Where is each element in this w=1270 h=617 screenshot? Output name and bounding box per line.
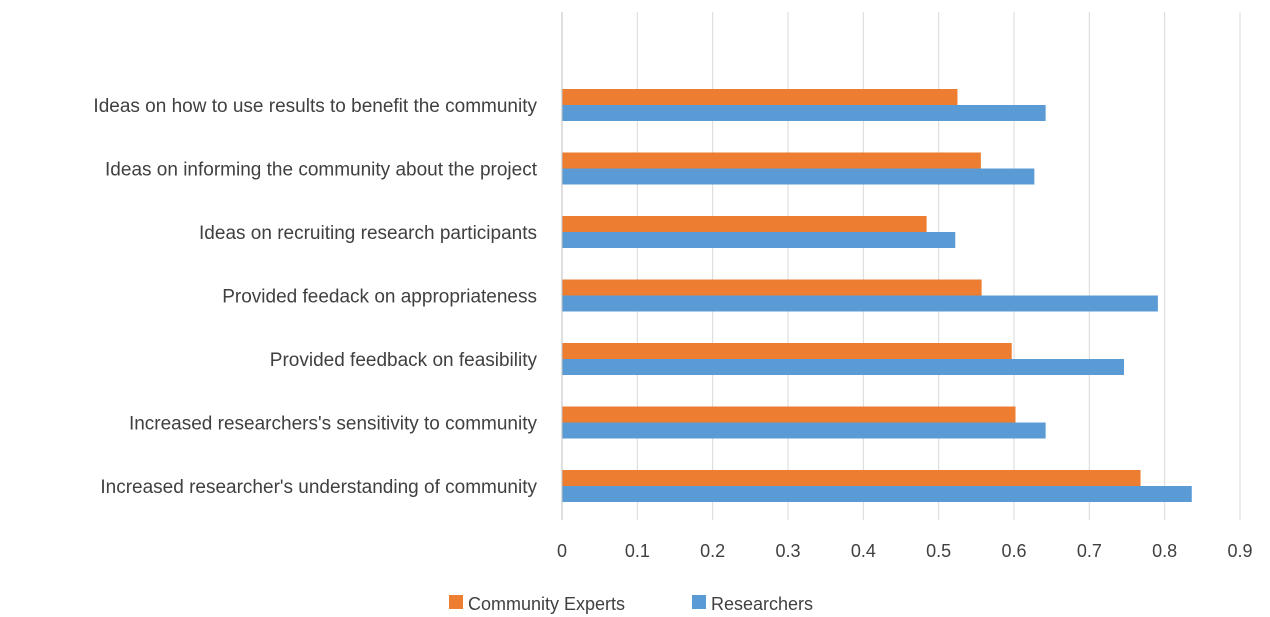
bar-researchers-1 — [562, 105, 1046, 121]
category-label-7: Increased researcher's understanding of … — [100, 477, 537, 498]
legend-swatch-researchers — [692, 595, 706, 609]
category-label-2: Ideas on informing the community about t… — [105, 160, 538, 181]
bar-researchers-7 — [562, 486, 1192, 502]
legend-label-community-experts: Community Experts — [468, 594, 625, 614]
x-tick-label-0-6: 0.6 — [1001, 541, 1026, 561]
category-label-1: Ideas on how to use results to benefit t… — [93, 96, 537, 117]
bar-researchers-4 — [562, 295, 1158, 312]
bar-community-experts-1 — [562, 89, 958, 105]
bar-researchers-6 — [562, 422, 1046, 439]
bar-researchers-3 — [562, 232, 956, 248]
x-tick-label-0: 0 — [557, 541, 567, 561]
category-labels: Ideas on how to use results to benefit t… — [93, 96, 537, 498]
x-tick-label-0-8: 0.8 — [1152, 541, 1177, 561]
legend: Community Experts Researchers — [449, 594, 813, 614]
x-tick-label-0-5: 0.5 — [926, 541, 951, 561]
x-tick-label-0-7: 0.7 — [1077, 541, 1102, 561]
x-tick-label-0-2: 0.2 — [700, 541, 725, 561]
bar-community-experts-4 — [562, 279, 982, 296]
bar-community-experts-2 — [562, 152, 981, 169]
x-tick-label-0-1: 0.1 — [625, 541, 650, 561]
legend-item-community-experts: Community Experts — [449, 594, 625, 614]
x-tick-label-0-4: 0.4 — [851, 541, 876, 561]
x-tick-label-0-9: 0.9 — [1227, 541, 1252, 561]
legend-label-researchers: Researchers — [711, 594, 813, 614]
category-label-4: Provided feedack on appropriateness — [222, 287, 537, 308]
category-label-6: Increased researchers's sensitivity to c… — [129, 414, 538, 435]
gridlines — [636, 12, 1241, 520]
bar-researchers-5 — [562, 359, 1124, 375]
x-tick-label-0-3: 0.3 — [775, 541, 800, 561]
bar-community-experts-6 — [562, 406, 1016, 423]
legend-item-researchers: Researchers — [692, 594, 813, 614]
bar-researchers-2 — [562, 168, 1035, 185]
bar-community-experts-3 — [562, 216, 927, 232]
category-label-3: Ideas on recruiting research participant… — [199, 223, 537, 244]
bar-community-experts-5 — [562, 343, 1012, 359]
category-label-5: Provided feedback on feasibility — [270, 350, 538, 371]
bars — [562, 89, 1192, 502]
bar-community-experts-7 — [562, 470, 1141, 486]
legend-swatch-community-experts — [449, 595, 463, 609]
x-axis-tick-labels: 0 0.1 0.2 0.3 0.4 0.5 0.6 0.7 0.8 0.9 — [557, 541, 1253, 561]
